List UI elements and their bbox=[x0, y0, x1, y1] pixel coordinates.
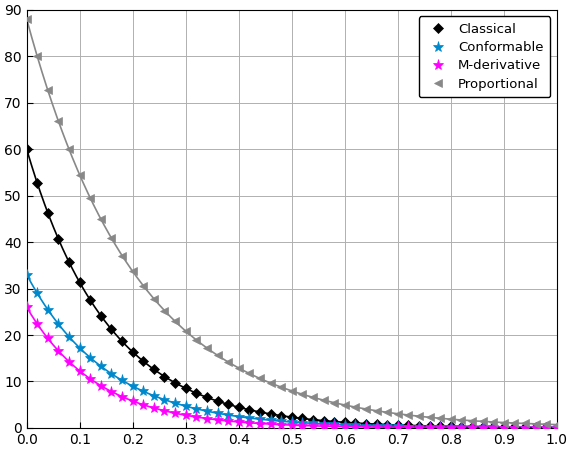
Conformable bbox=[543, 425, 550, 430]
Line: Proportional: Proportional bbox=[22, 15, 561, 429]
Conformable bbox=[140, 389, 147, 394]
Conformable bbox=[23, 272, 30, 277]
Proportional bbox=[543, 422, 550, 427]
Classical bbox=[182, 386, 189, 391]
M-derivative bbox=[373, 424, 380, 430]
Legend: Classical, Conformable, M-derivative, Proportional: Classical, Conformable, M-derivative, Pr… bbox=[419, 16, 550, 97]
Classical bbox=[373, 421, 380, 427]
M-derivative bbox=[405, 425, 412, 430]
Proportional bbox=[182, 328, 189, 334]
M-derivative bbox=[193, 414, 200, 420]
Proportional bbox=[193, 337, 200, 343]
Classical bbox=[193, 391, 200, 396]
Conformable bbox=[182, 404, 189, 409]
Classical bbox=[405, 423, 412, 428]
Classical bbox=[140, 359, 147, 364]
Proportional bbox=[23, 16, 30, 22]
Proportional bbox=[140, 283, 147, 288]
Proportional bbox=[553, 422, 560, 427]
M-derivative bbox=[23, 304, 30, 310]
Classical bbox=[553, 425, 560, 430]
Conformable bbox=[553, 425, 560, 430]
M-derivative bbox=[182, 413, 189, 418]
Classical bbox=[543, 425, 550, 430]
Conformable bbox=[373, 423, 380, 428]
Line: M-derivative: M-derivative bbox=[21, 302, 562, 433]
Classical bbox=[23, 147, 30, 152]
M-derivative bbox=[140, 402, 147, 407]
Proportional bbox=[405, 412, 412, 418]
M-derivative bbox=[543, 425, 550, 431]
Line: Conformable: Conformable bbox=[21, 269, 562, 433]
Line: Classical: Classical bbox=[23, 146, 561, 431]
Conformable bbox=[193, 406, 200, 411]
M-derivative bbox=[553, 425, 560, 431]
Proportional bbox=[373, 408, 380, 414]
Conformable bbox=[405, 424, 412, 429]
